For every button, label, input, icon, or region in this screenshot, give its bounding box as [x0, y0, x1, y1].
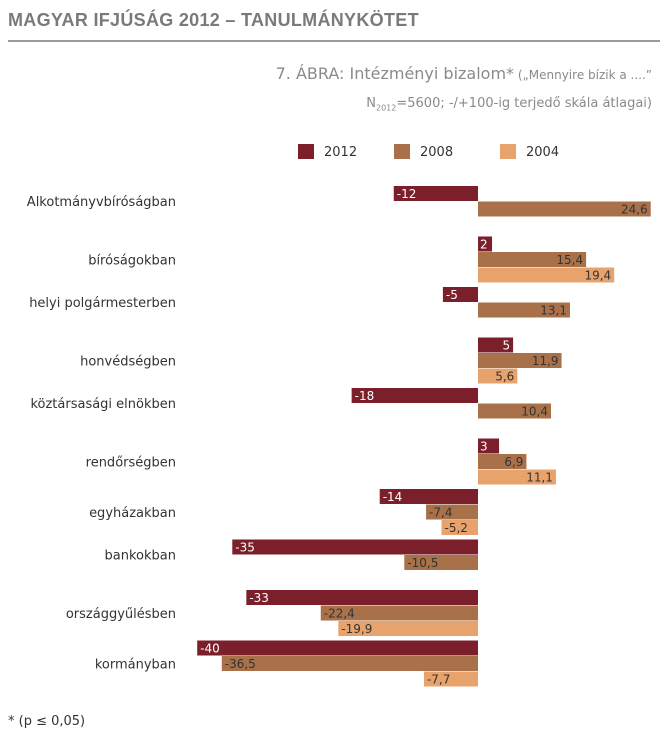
data-label-2004: -7,7: [427, 673, 450, 687]
category-label: honvédségben: [80, 354, 176, 369]
data-label-2012: 5: [502, 339, 510, 353]
data-label-2008: -7,4: [429, 506, 452, 520]
category-label: bíróságokban: [88, 253, 176, 268]
bar-2008: [221, 656, 478, 671]
data-label-2012: 3: [480, 440, 488, 454]
bar-2012: [197, 640, 478, 656]
data-label-2004: -5,2: [444, 521, 467, 535]
data-label-2008: 11,9: [532, 354, 559, 368]
data-label-2004: 11,1: [526, 471, 553, 485]
bar-2012: [478, 438, 500, 454]
category-label: országgyűlésben: [66, 607, 176, 622]
bar-2004: [478, 267, 615, 283]
bar-2008: [478, 302, 570, 318]
bar-2008: [478, 353, 562, 368]
data-label-2012: -40: [200, 642, 220, 656]
category-label: egyházakban: [89, 506, 176, 521]
figure-title: 7. ÁBRA: Intézményi bizalom* („Mennyire …: [276, 64, 652, 83]
bar-2008: [478, 403, 552, 419]
category-label: bankokban: [105, 549, 176, 564]
bar-2012: [379, 489, 478, 504]
legend-swatch-2012: [298, 144, 314, 159]
footnote: * (p ≤ 0,05): [8, 714, 86, 729]
data-label-2008: 13,1: [540, 304, 567, 318]
legend-swatch-2004: [500, 144, 516, 159]
category-label: helyi polgármesterben: [29, 296, 176, 311]
header-divider: [8, 40, 660, 42]
data-label-2004: -19,9: [341, 622, 372, 636]
subtitle-n: N: [366, 96, 376, 111]
data-label-2012: -35: [235, 541, 255, 555]
data-label-2012: -18: [355, 389, 375, 403]
bar-2008: [478, 252, 587, 267]
data-label-2012: -5: [446, 288, 458, 302]
bar-2012: [478, 236, 493, 252]
bar-2012: [442, 287, 478, 302]
subtitle-n-year: 2012: [376, 103, 397, 113]
category-label: köztársasági elnökben: [30, 397, 176, 412]
bar-2012: [393, 186, 478, 201]
bar-2012: [232, 539, 478, 555]
bar-2012: [246, 590, 478, 605]
bar-2004: [478, 368, 518, 384]
bar-2004: [478, 469, 556, 485]
bar-2008: [478, 201, 651, 217]
figure-subtitle: N2012=5600; -/+100-ig terjedő skála átla…: [366, 96, 652, 113]
bar-2008: [426, 504, 478, 520]
category-label: rendőrségben: [86, 455, 176, 470]
data-label-2008: -10,5: [407, 556, 438, 570]
bar-2008: [404, 555, 478, 570]
legend-label-2004: 2004: [526, 145, 559, 160]
bar-2008: [478, 454, 527, 469]
bar-2004: [441, 520, 478, 535]
legend-label-2012: 2012: [324, 145, 357, 160]
legend-label-2008: 2008: [420, 145, 453, 160]
subtitle-scale: =5600; -/+100-ig terjedő skála átlagai): [396, 96, 652, 111]
data-label-2008: 15,4: [556, 253, 583, 267]
data-label-2004: 5,6: [495, 370, 514, 384]
category-label: Alkotmányvbíróságban: [27, 195, 176, 210]
legend-swatch-2008: [394, 144, 410, 159]
data-label-2012: -33: [249, 591, 269, 605]
data-label-2012: -12: [397, 187, 417, 201]
data-label-2008: 6,9: [504, 455, 523, 469]
figure-title-question: („Mennyire bízik a ....”: [514, 68, 652, 82]
data-label-2012: 2: [480, 238, 488, 252]
bar-2004: [338, 621, 478, 636]
data-label-2004: 19,4: [584, 269, 611, 283]
data-label-2008: -36,5: [225, 657, 256, 671]
bar-2012: [351, 388, 478, 403]
data-label-2012: -14: [383, 490, 403, 504]
category-label: kormányban: [95, 657, 176, 672]
data-label-2008: 10,4: [521, 405, 548, 419]
bar-2012: [478, 337, 514, 353]
data-label-2008: 24,6: [621, 203, 648, 217]
data-label-2008: -22,4: [324, 607, 355, 621]
bar-2008: [320, 605, 478, 621]
report-header: MAGYAR IFJÚSÁG 2012 – TANULMÁNYKÖTET: [8, 10, 419, 30]
figure-title-main: 7. ÁBRA: Intézményi bizalom*: [275, 64, 515, 83]
bar-2004: [423, 671, 478, 687]
